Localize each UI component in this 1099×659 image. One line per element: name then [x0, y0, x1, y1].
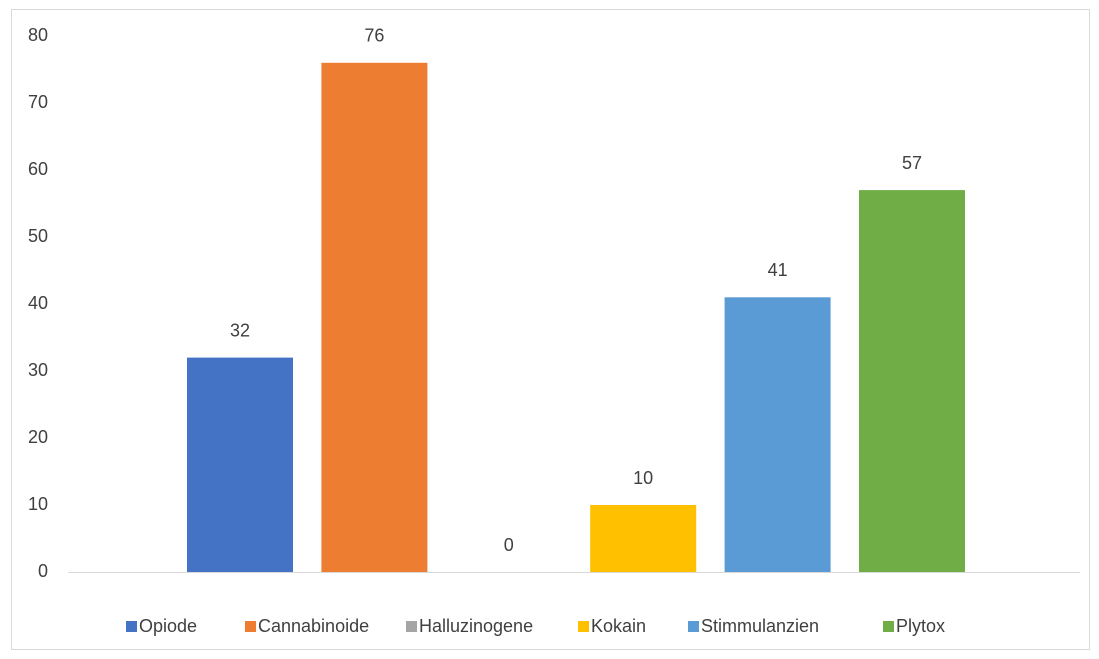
data-label: 57	[902, 153, 922, 173]
data-label: 41	[768, 260, 788, 280]
legend-label: Cannabinoide	[258, 616, 369, 636]
bar	[590, 505, 697, 572]
legend-swatch	[245, 621, 256, 632]
data-label: 32	[230, 320, 250, 340]
legend-label: Opiode	[139, 616, 197, 636]
y-tick-label: 50	[28, 226, 48, 246]
y-tick-label: 0	[38, 561, 48, 581]
data-label: 10	[633, 468, 653, 488]
y-tick-label: 10	[28, 494, 48, 514]
legend-swatch	[688, 621, 699, 632]
y-tick-label: 70	[28, 92, 48, 112]
bar	[859, 190, 965, 572]
legend-swatch	[883, 621, 894, 632]
legend-swatch	[578, 621, 589, 632]
y-tick-label: 40	[28, 293, 48, 313]
y-tick-label: 20	[28, 427, 48, 447]
legend-swatch	[126, 621, 137, 632]
legend-label: Plytox	[896, 616, 945, 636]
bar	[321, 62, 428, 573]
data-label: 0	[504, 535, 514, 555]
bar	[724, 297, 831, 572]
legend-label: Halluzinogene	[419, 616, 533, 636]
legend-label: Stimmulanzien	[701, 616, 819, 636]
bar	[187, 357, 293, 572]
data-label: 76	[364, 26, 384, 46]
y-tick-label: 80	[28, 25, 48, 45]
y-tick-label: 60	[28, 159, 48, 179]
y-tick-label: 30	[28, 360, 48, 380]
legend-label: Kokain	[591, 616, 646, 636]
legend-swatch	[406, 621, 417, 632]
